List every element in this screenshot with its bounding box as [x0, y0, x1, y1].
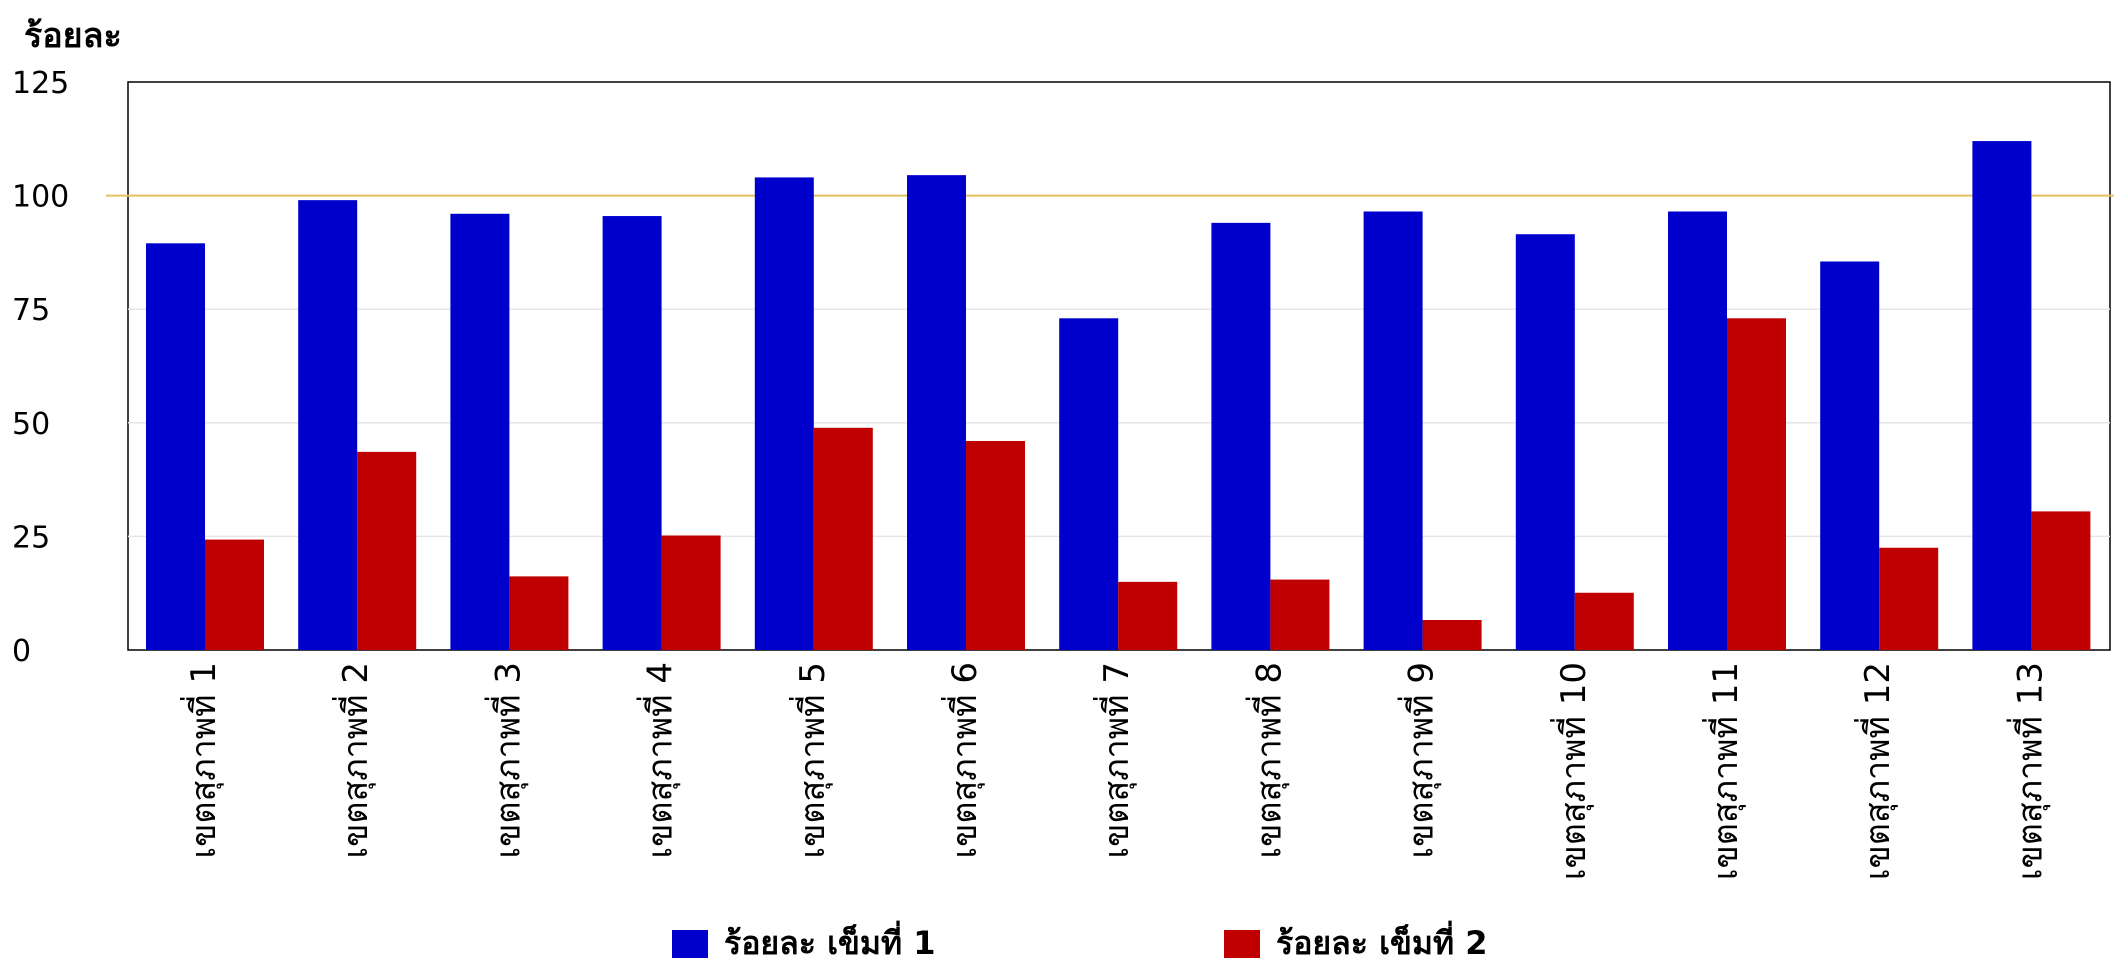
x-tick-label: เขตสุภาพที่ 3 [484, 662, 528, 858]
y-tick-label: 100 [12, 180, 69, 215]
bar-series-1 [1515, 234, 1575, 650]
x-tick-label: เขตสุภาพที่ 13 [2006, 662, 2050, 880]
bar-series-2 [1270, 579, 1330, 650]
bar-series-2 [1422, 620, 1482, 650]
y-tick-label: 0 [12, 634, 31, 669]
legend-label: ร้อยละ เข็มที่ 1 [724, 924, 936, 962]
y-tick-label: 50 [12, 407, 50, 442]
x-tick-label: เขตสุภาพที่ 11 [1702, 662, 1746, 880]
y-axis-label: ร้อยละ [24, 16, 122, 56]
bar-series-1 [602, 216, 662, 650]
bar-series-1 [1211, 222, 1271, 650]
bar-series-1 [1972, 141, 2032, 650]
bar-series-1 [450, 213, 510, 650]
bar-series-2 [1574, 592, 1634, 650]
legend-swatch [672, 929, 708, 958]
bar-series-2 [1118, 581, 1178, 650]
x-tick-label: เขตสุภาพที่ 6 [941, 662, 985, 858]
bar-series-2 [1879, 547, 1939, 650]
x-tick-label: เขตสุภาพที่ 5 [789, 662, 833, 858]
bar-series-2 [2031, 511, 2091, 650]
legend: ร้อยละ เข็มที่ 1 ร้อยละ เข็มที่ 2 [0, 918, 2114, 962]
bar-series-1 [1363, 211, 1423, 650]
x-tick-label: เขตสุภาพที่ 10 [1550, 662, 1594, 880]
bar-series-1 [1059, 318, 1119, 650]
legend-swatch [1224, 929, 1260, 958]
y-tick-label: 25 [12, 520, 50, 555]
y-tick-label: 75 [12, 293, 50, 328]
x-tick-label: เขตสุภาพที่ 8 [1245, 662, 1289, 858]
plot-frame [127, 81, 2111, 651]
bar-series-1 [298, 200, 358, 651]
bar-series-1 [907, 175, 966, 651]
bar-series-1 [1668, 211, 1727, 650]
legend-item: ร้อยละ เข็มที่ 1 [672, 918, 936, 969]
legend-item: ร้อยละ เข็มที่ 2 [1224, 918, 1488, 969]
x-tick-label: เขตสุภาพที่ 9 [1398, 662, 1442, 858]
bar-series-2 [357, 451, 417, 650]
bar-series-2 [813, 427, 873, 650]
legend-label: ร้อยละ เข็มที่ 2 [1276, 924, 1488, 962]
x-tick-label: เขตสุภาพที่ 2 [332, 662, 376, 858]
y-tick-label: 125 [12, 66, 69, 101]
bar-series-2 [966, 440, 1025, 650]
x-tick-label: เขตสุภาพที่ 1 [180, 662, 224, 858]
x-tick-label: เขตสุภาพที่ 4 [637, 662, 681, 858]
bar-series-2 [661, 535, 721, 650]
bar-series-2 [509, 576, 569, 650]
bar-series-1 [754, 177, 814, 650]
bar-series-2 [1727, 318, 1786, 650]
bar-series-2 [205, 539, 264, 650]
bar-series-1 [146, 243, 205, 650]
x-tick-label: เขตสุภาพที่ 12 [1854, 662, 1898, 880]
x-tick-label: เขตสุภาพที่ 7 [1093, 662, 1137, 858]
bar-series-1 [1820, 261, 1880, 650]
